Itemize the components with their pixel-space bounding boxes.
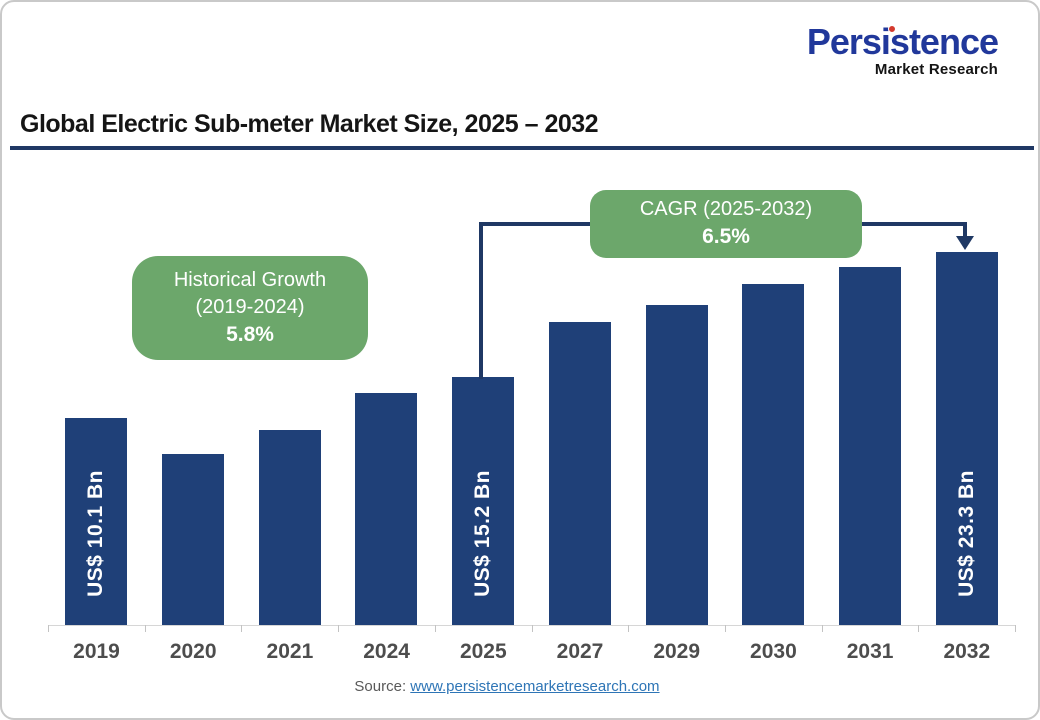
cagr-bracket-vertical-right xyxy=(963,222,967,237)
x-axis-tick xyxy=(144,625,146,632)
bar-2031 xyxy=(838,267,901,625)
x-axis-label-2031: 2031 xyxy=(846,640,894,663)
x-axis-tick xyxy=(531,625,533,632)
x-axis-label-2021: 2021 xyxy=(266,640,314,663)
bar-2021 xyxy=(258,430,321,625)
source-line: Source: www.persistencemarketresearch.co… xyxy=(2,678,1012,695)
page-title: Global Electric Sub-meter Market Size, 2… xyxy=(20,110,599,138)
logo-wordmark: Persistence xyxy=(806,21,999,62)
bar-2020 xyxy=(162,454,225,625)
cagr-value: 6.5% xyxy=(702,225,750,249)
x-axis-tick xyxy=(48,625,49,632)
x-axis-label-2020: 2020 xyxy=(169,640,217,663)
historical-growth-callout: Historical Growth (2019-2024) 5.8% xyxy=(132,256,368,360)
bar-value-label-2019: US$ 10.1 Bn xyxy=(84,470,108,597)
x-axis-tick xyxy=(1015,625,1016,632)
x-axis-label-2029: 2029 xyxy=(653,640,701,663)
historical-growth-line1: Historical Growth xyxy=(173,268,327,291)
historical-growth-value: 5.8% xyxy=(226,322,274,346)
x-axis-tick xyxy=(241,625,243,632)
company-logo: Persistence Market Research xyxy=(806,21,999,78)
cagr-callout: CAGR (2025-2032) 6.5% xyxy=(590,190,862,258)
bar-value-label-2032: US$ 23.3 Bn xyxy=(954,470,978,597)
cagr-bracket-vertical-left xyxy=(479,222,483,379)
x-axis-tick xyxy=(918,625,920,632)
bar-2027 xyxy=(548,322,611,625)
bar-2032: US$ 23.3 Bn xyxy=(935,252,998,625)
x-axis-tick xyxy=(724,625,726,632)
x-axis-label-2019: 2019 xyxy=(73,640,120,663)
x-axis-label-2024: 2024 xyxy=(363,640,410,663)
x-axis-tick xyxy=(821,625,823,632)
bar-2025: US$ 15.2 Bn xyxy=(452,377,515,625)
historical-growth-line2: (2019-2024) xyxy=(195,295,305,318)
logo-text: Persistence xyxy=(806,21,999,62)
title-divider xyxy=(10,146,1034,150)
x-axis-label-2027: 2027 xyxy=(556,640,604,663)
x-axis-labels: 2019 2020 2021 2024 2025 2027 2029 2030 2031 2032 xyxy=(48,640,1015,670)
x-axis-tick xyxy=(434,625,436,632)
cagr-line1: CAGR (2025-2032) xyxy=(639,198,813,221)
bar-chart-plot-area: US$ 10.1 Bn US$ 15.2 Bn US$ 23.3 Bn xyxy=(48,238,1015,625)
bar-2024 xyxy=(355,393,418,625)
x-axis-tick xyxy=(628,625,630,632)
source-link[interactable]: www.persistencemarketresearch.com xyxy=(410,678,660,695)
x-axis-label-2032: 2032 xyxy=(943,640,991,663)
x-axis-label-2030: 2030 xyxy=(750,640,797,663)
bar-2029 xyxy=(645,305,708,625)
logo-i-dot-icon xyxy=(887,25,896,33)
down-arrow-icon xyxy=(956,236,974,250)
bar-2030 xyxy=(742,284,805,625)
bar-value-label-2025: US$ 15.2 Bn xyxy=(471,470,495,597)
source-label: Source: xyxy=(354,678,407,695)
logo-subtitle: Market Research xyxy=(874,61,998,78)
x-axis-tick xyxy=(338,625,340,632)
x-axis-label-2025: 2025 xyxy=(459,640,507,663)
bar-2019: US$ 10.1 Bn xyxy=(65,418,128,625)
